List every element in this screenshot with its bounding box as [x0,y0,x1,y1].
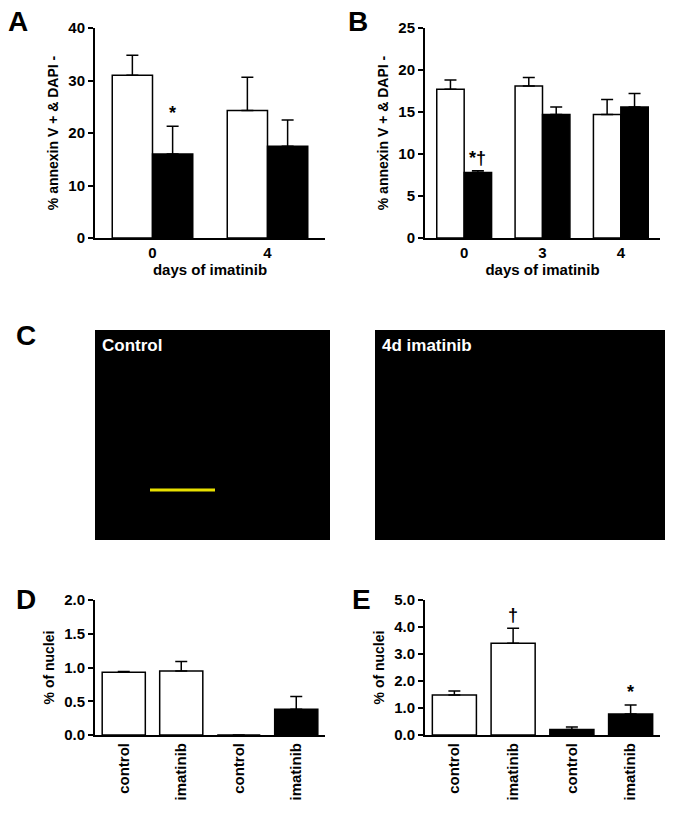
svg-text:1.0: 1.0 [394,699,415,716]
svg-text:Control: Control [102,336,162,355]
svg-text:control: control [230,743,247,794]
svg-text:10: 10 [68,177,85,194]
svg-text:4.0: 4.0 [394,618,415,635]
svg-text:control: control [563,743,580,794]
svg-text:*: * [169,103,176,123]
svg-text:0.0: 0.0 [394,726,415,743]
svg-text:control: control [445,743,462,794]
svg-text:25: 25 [398,19,415,36]
svg-text:0: 0 [77,229,85,246]
svg-text:1.5: 1.5 [64,625,85,642]
svg-text:days of imatinib: days of imatinib [485,261,599,278]
svg-text:0: 0 [407,229,415,246]
svg-text:20: 20 [398,61,415,78]
svg-text:4: 4 [263,244,272,261]
svg-text:2.0: 2.0 [394,672,415,689]
svg-text:3.0: 3.0 [394,645,415,662]
svg-text:2.0: 2.0 [64,591,85,608]
svg-text:D: D [16,584,36,615]
svg-text:B: B [348,6,368,37]
svg-text:5: 5 [407,187,415,204]
svg-text:5.0: 5.0 [394,591,415,608]
svg-text:0.0: 0.0 [64,726,85,743]
svg-text:% annexin V + & DAPI -: % annexin V + & DAPI - [375,55,391,210]
svg-text:4: 4 [617,244,626,261]
svg-text:% of nuclei: % of nuclei [41,631,57,705]
svg-text:20: 20 [68,124,85,141]
svg-text:imatinib: imatinib [621,743,638,801]
svg-text:E: E [352,584,371,615]
svg-text:1.0: 1.0 [64,659,85,676]
svg-text:10: 10 [398,145,415,162]
svg-text:0: 0 [148,244,156,261]
svg-text:0.5: 0.5 [64,693,85,710]
svg-text:A: A [8,6,28,37]
svg-text:% annexin V + & DAPI -: % annexin V + & DAPI - [45,55,61,210]
svg-text:imatinib: imatinib [172,743,189,801]
svg-text:days of imatinib: days of imatinib [153,261,267,278]
svg-text:control: control [115,743,132,794]
svg-text:imatinib: imatinib [504,743,521,801]
svg-text:C: C [16,320,36,351]
svg-text:15: 15 [398,103,415,120]
svg-text:0: 0 [460,244,468,261]
svg-text:4d imatinib: 4d imatinib [382,336,472,355]
svg-text:30: 30 [68,72,85,89]
svg-text:imatinib: imatinib [287,743,304,801]
svg-text:3: 3 [538,244,546,261]
svg-text:*: * [627,682,634,702]
svg-text:*†: *† [469,148,486,168]
svg-text:†: † [508,605,518,625]
svg-text:% of nuclei: % of nuclei [371,631,387,705]
svg-text:40: 40 [68,19,85,36]
